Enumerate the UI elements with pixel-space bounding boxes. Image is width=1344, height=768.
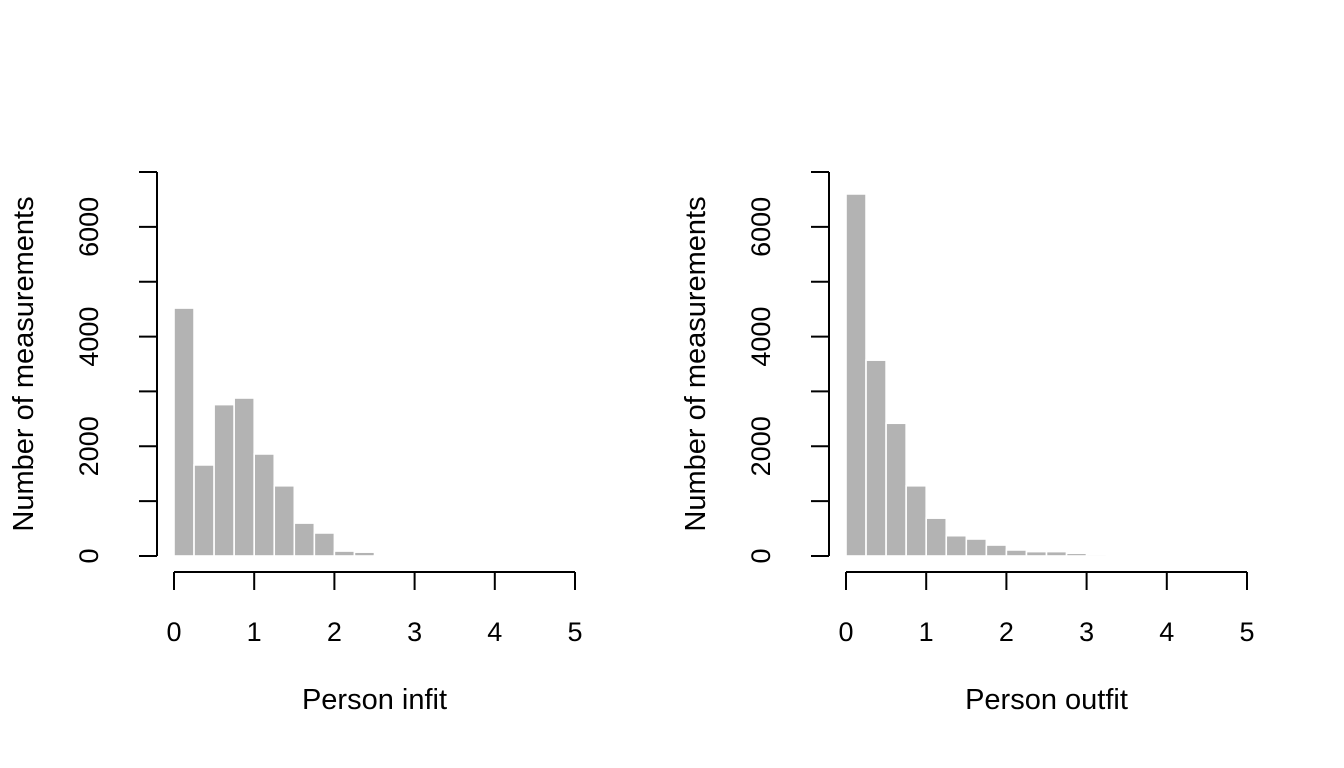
histogram-bar (193, 464, 215, 557)
histogram-bar (905, 484, 928, 557)
histogram-bar (1085, 553, 1108, 557)
y-tick-label: 6000 (746, 197, 776, 257)
histogram-bar (393, 554, 416, 557)
histogram-bar (885, 422, 907, 557)
x-tick-label: 1 (919, 617, 934, 647)
x-tick-label: 5 (567, 617, 582, 647)
y-tick-label: 4000 (746, 307, 776, 367)
histogram-panel-infit: 0 2000 4000 6000 0 1 2 3 4 5 Person infit Number of… (8, 171, 583, 716)
x-tick-label: 4 (1159, 617, 1174, 647)
histogram-bar (1025, 550, 1048, 557)
histogram-bar (333, 550, 356, 557)
y-tick-label: 2000 (74, 416, 104, 476)
y-tick-label: 0 (74, 548, 104, 563)
histogram-bar (985, 544, 1008, 557)
x-axis-title: Person infit (302, 684, 447, 716)
histogram-panel-outfit: 0 2000 4000 6000 0 1 2 3 4 5 Person outfit Number o… (680, 171, 1255, 716)
histogram-bar (353, 551, 376, 557)
x-tick-label: 4 (487, 617, 502, 647)
x-tick-label: 3 (1079, 617, 1094, 647)
histogram-bar (213, 403, 235, 557)
histogram-bar (925, 517, 948, 557)
histogram-bar (1065, 552, 1088, 557)
x-tick-label: 0 (838, 617, 853, 647)
x-tick-label: 2 (327, 617, 342, 647)
histogram-bar (173, 307, 195, 557)
histogram-bar (945, 534, 968, 557)
x-tick-label: 2 (999, 617, 1014, 647)
y-tick-label: 0 (746, 548, 776, 563)
x-axis-title: Person outfit (965, 684, 1128, 716)
histogram-bar (865, 359, 887, 557)
histogram-bar (845, 193, 867, 557)
histogram-bar (293, 522, 316, 557)
x-tick-label: 3 (407, 617, 422, 647)
histogram-bar (273, 484, 296, 557)
histogram-bar (965, 538, 988, 557)
histogram-bar (313, 532, 336, 557)
y-tick-label: 6000 (74, 197, 104, 257)
histogram-bar (253, 453, 276, 557)
histogram-bar (1005, 549, 1028, 557)
x-tick-label: 0 (166, 617, 181, 647)
y-axis-title: Number of measurements (8, 196, 40, 531)
x-tick-label: 1 (247, 617, 262, 647)
y-axis-title: Number of measurements (680, 196, 712, 531)
x-tick-label: 5 (1239, 617, 1254, 647)
y-tick-label: 2000 (746, 416, 776, 476)
y-tick-label: 4000 (74, 307, 104, 367)
histogram-bar (233, 397, 255, 557)
histogram-bar (1045, 550, 1068, 557)
